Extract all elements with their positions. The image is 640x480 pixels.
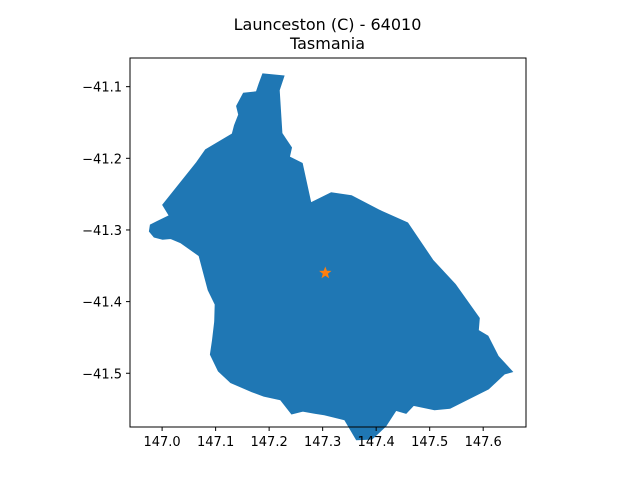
y-tick-label: −41.1	[82, 81, 122, 96]
y-tick-label: −41.4	[82, 296, 122, 311]
x-tick-label: 147.4	[358, 435, 395, 450]
x-tick-label: 147.0	[143, 435, 180, 450]
x-tick-label: 147.3	[304, 435, 341, 450]
region-layer	[148, 73, 514, 441]
x-tick-label: 147.1	[197, 435, 234, 450]
y-axis-ticks: −41.1 −41.2 −41.3 −41.4 −41.5	[82, 81, 130, 382]
region-polygon	[148, 73, 514, 441]
x-tick-label: 147.2	[251, 435, 288, 450]
x-axis-ticks: 147.0 147.1 147.2 147.3 147.4 147.5 147.6	[143, 427, 502, 450]
centroid-star-marker	[319, 266, 332, 279]
y-tick-label: −41.2	[82, 152, 122, 167]
marker-layer	[319, 266, 332, 279]
x-tick-label: 147.5	[411, 435, 448, 450]
axes-frame	[129, 57, 527, 428]
y-tick-label: −41.5	[82, 367, 122, 382]
chart-title: Launceston (C) - 64010	[233, 15, 422, 34]
chart-subtitle: Tasmania	[289, 34, 366, 53]
y-tick-label: −41.3	[82, 224, 122, 239]
x-tick-label: 147.6	[465, 435, 502, 450]
